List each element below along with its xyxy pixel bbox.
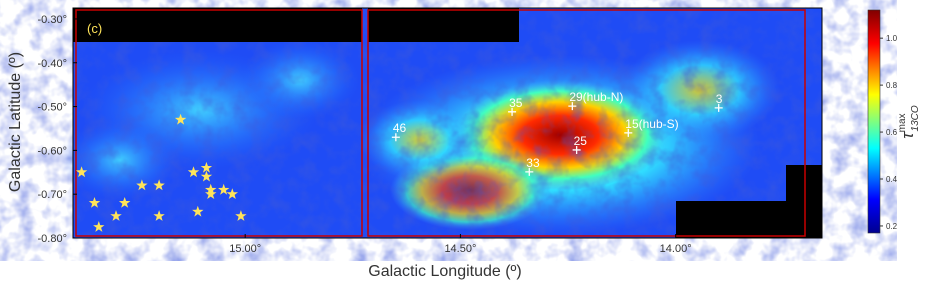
hub-cross [525,167,534,176]
hub-cross [624,128,633,137]
colorbar-tick-label: 1.0 [886,34,898,43]
hub-cross [508,107,517,116]
x-tick-label: 15.00° [229,243,261,255]
star-marker [153,210,165,221]
y-tick-label: -0.70° [38,189,67,201]
annotation: 33 [526,156,540,170]
star-marker [136,179,148,191]
map-image [60,8,822,238]
star-marker [153,179,165,191]
hub-cross [568,102,577,111]
y-tick-label: -0.30° [38,14,67,26]
star-marker [187,166,200,178]
y-tick-label: -0.50° [38,102,67,114]
colorbar-tick-label: 0.4 [886,175,898,184]
star-marker [118,197,131,208]
star-marker [75,166,88,178]
panel-label: (c) [87,21,102,36]
star-marker [218,183,230,195]
annotation: 29(hub-N) [569,90,623,104]
star-marker [205,188,217,199]
colorbar-tick-label: 0.6 [886,128,898,137]
annotation: 15(hub-S) [625,117,678,131]
star-marker [174,113,187,125]
annotation: 35 [509,96,523,110]
star-marker [226,188,238,199]
annotation: 46 [393,121,407,135]
star-marker [235,210,247,221]
star-marker [93,221,105,232]
annotation: 3 [716,92,723,106]
hub-cross [714,103,723,112]
star-marker [110,210,122,221]
y-tick-label: -0.80° [38,233,67,245]
star-marker [200,170,213,182]
y-tick-label: -0.60° [38,145,67,157]
colorbar-symbol: τ [898,131,917,139]
y-axis-title: Galactic Latitude (º) [7,52,24,192]
colorbar [867,9,881,234]
y-tick-label: -0.40° [38,58,67,70]
colorbar-tick-label: 0.2 [886,222,898,231]
colorbar-sup: max [897,113,908,132]
x-tick-label: 14.00° [660,243,692,255]
x-axis-title: Galactic Longitude (º) [368,263,521,280]
star-marker [192,205,204,217]
colorbar-title: τmax 13CO [897,105,921,139]
star-marker [88,197,101,208]
star-marker [200,161,213,173]
colorbar-tick-label: 0.8 [886,81,898,90]
hub-cross [391,133,400,142]
annotation: 25 [574,134,588,148]
plot-frame [72,7,823,239]
hub-cross [572,145,581,154]
x-tick-label: 14.50° [444,243,476,255]
colorbar-sub: 13CO [910,105,921,131]
